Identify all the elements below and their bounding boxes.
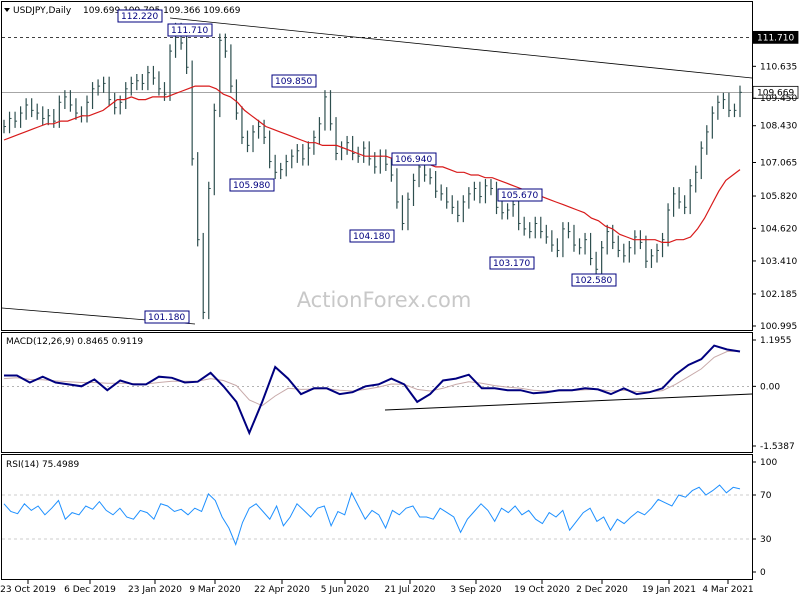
x-tick-label: 23 Oct 2019 bbox=[0, 585, 56, 595]
price-y-tick-label: 102.185 bbox=[760, 290, 797, 300]
symbol-label: USDJPY,Daily bbox=[13, 6, 72, 16]
macd-y-tick-label: 1.1955 bbox=[760, 336, 792, 346]
price-y-tick-label: 100.995 bbox=[760, 322, 797, 332]
annotation-label: 105.670 bbox=[501, 191, 538, 201]
x-tick-label: 4 Mar 2021 bbox=[702, 585, 753, 595]
y-axis-ticks: 110.635 109.450 108.430 107.065 105.820 104.6… bbox=[752, 62, 797, 578]
annotation-box bbox=[229, 178, 275, 192]
rsi-y-tick-label: 30 bbox=[760, 535, 772, 545]
x-tick-label: 6 Dec 2019 bbox=[64, 585, 116, 595]
x-tick-label: 2 Dec 2020 bbox=[576, 585, 628, 595]
annotation-label: 112.220 bbox=[121, 12, 158, 22]
macd-signal-series bbox=[3, 350, 741, 407]
annotation-label: 104.180 bbox=[353, 232, 390, 242]
annotation-label: 105.980 bbox=[233, 181, 270, 191]
price-y-tick-label: 104.620 bbox=[760, 224, 797, 234]
macd-trendline bbox=[384, 393, 753, 411]
rsi-title: RSI(14) 75.4989 bbox=[6, 460, 79, 470]
price-level-label: 111.710 bbox=[757, 33, 794, 43]
rsi-lines bbox=[2, 484, 752, 546]
macd-y-tick-label: -1.5387 bbox=[760, 442, 795, 452]
rsi-y-tick-label: 100 bbox=[760, 458, 777, 468]
price-panel-frame bbox=[1, 1, 753, 331]
annotation-box bbox=[571, 273, 617, 287]
price-y-tick-label: 108.430 bbox=[760, 122, 797, 132]
annotation-box bbox=[391, 152, 437, 166]
x-axis-ticks: 23 Oct 2019 6 Dec 2019 23 Jan 2020 9 Mar 20… bbox=[0, 580, 754, 595]
panel-titles: USDJPY,Daily 109.699 109.795 109.366 109… bbox=[4, 6, 241, 470]
price-annotations: 112.220 111.710 109.850 105.980 101.180 106.9… bbox=[117, 9, 617, 324]
upper-trendline bbox=[169, 17, 753, 79]
x-tick-label: 21 Jul 2020 bbox=[385, 585, 436, 595]
annotation-box bbox=[271, 74, 317, 88]
annotation-box bbox=[144, 310, 190, 324]
x-tick-label: 22 Apr 2020 bbox=[254, 585, 310, 595]
panel-frames bbox=[1, 1, 753, 580]
annotation-box bbox=[117, 9, 163, 23]
rsi-y-tick-label: 70 bbox=[760, 491, 772, 501]
annotation-box bbox=[349, 229, 395, 243]
rsi-series bbox=[3, 484, 741, 546]
macd-title: MACD(12,26,9) 0.8465 0.9119 bbox=[6, 337, 143, 347]
price-y-tick-label: 107.065 bbox=[760, 158, 797, 168]
macd-lines bbox=[2, 344, 752, 436]
macd-panel-frame bbox=[1, 332, 753, 453]
annotation-label: 101.180 bbox=[148, 313, 185, 323]
ema-series bbox=[3, 85, 741, 243]
price-level-tag bbox=[752, 85, 799, 99]
annotation-box bbox=[167, 23, 213, 37]
symbol-menu-icon[interactable] bbox=[4, 8, 10, 12]
macd-y-tick-label: 0.00 bbox=[760, 382, 780, 392]
watermark: ActionForex.com bbox=[297, 288, 472, 312]
price-level-label: 109.669 bbox=[757, 88, 794, 98]
price-levels: 111.710 109.669 bbox=[2, 30, 799, 99]
x-tick-label: 19 Jan 2021 bbox=[642, 585, 696, 595]
annotation-label: 109.850 bbox=[275, 77, 312, 87]
trendlines bbox=[1, 17, 753, 411]
x-tick-label: 23 Jan 2020 bbox=[128, 585, 182, 595]
x-tick-label: 9 Mar 2020 bbox=[189, 585, 241, 595]
annotation-label: 103.170 bbox=[493, 259, 530, 269]
rsi-y-tick-label: 0 bbox=[760, 568, 766, 578]
annotation-label: 111.710 bbox=[171, 26, 208, 36]
macd-main-series bbox=[4, 344, 741, 436]
annotation-box bbox=[497, 188, 543, 202]
annotation-label: 102.580 bbox=[575, 276, 612, 286]
price-y-tick-label: 103.410 bbox=[760, 257, 797, 267]
price-y-tick-label: 105.820 bbox=[760, 192, 797, 202]
x-tick-label: 5 Jun 2020 bbox=[321, 585, 370, 595]
rsi-panel-frame bbox=[1, 454, 753, 580]
ema-line bbox=[3, 85, 741, 243]
price-bars bbox=[3, 22, 742, 320]
price-y-tick-label: 109.450 bbox=[760, 94, 797, 104]
price-level-tag bbox=[752, 30, 799, 44]
annotation-label: 106.940 bbox=[395, 155, 432, 165]
x-tick-label: 19 Oct 2020 bbox=[514, 585, 570, 595]
price-y-tick-label: 110.635 bbox=[760, 62, 797, 72]
annotation-box bbox=[489, 256, 535, 270]
x-tick-label: 3 Sep 2020 bbox=[450, 585, 502, 595]
